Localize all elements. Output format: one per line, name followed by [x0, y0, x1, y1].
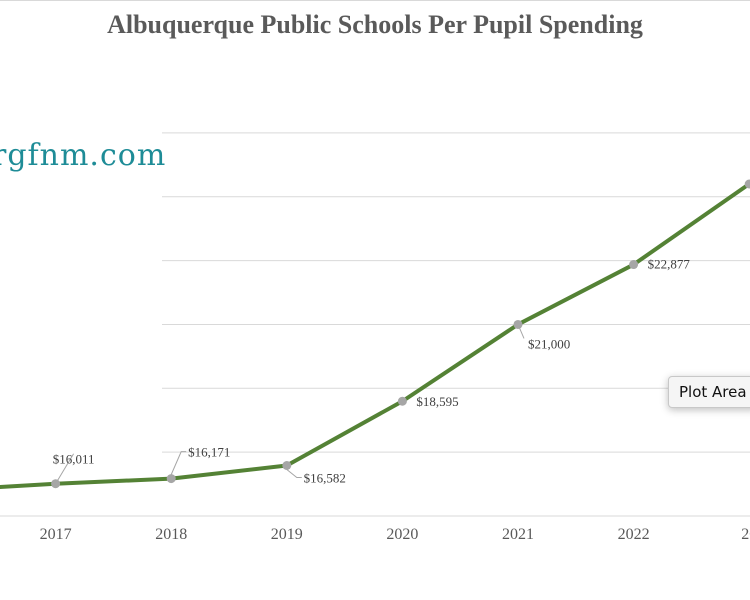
series-line	[0, 182, 750, 489]
data-point	[744, 179, 750, 189]
x-tick-label: 2022	[618, 526, 650, 543]
top-border	[0, 0, 750, 5]
data-label: $18,595	[416, 394, 458, 409]
x-tick-label: 2018	[155, 526, 187, 543]
data-point	[397, 396, 407, 406]
data-label: $16,582	[304, 470, 346, 485]
x-tick-label: 20	[741, 526, 750, 543]
chart-title: Albuquerque Public Schools Per Pupil Spe…	[107, 10, 643, 39]
data-point	[166, 474, 176, 484]
x-tick-label: 2020	[386, 526, 418, 543]
x-tick-label: 2017	[40, 526, 72, 543]
data-label: $16,171	[188, 445, 230, 460]
data-point	[282, 460, 292, 470]
x-tick-label: 2021	[502, 526, 534, 543]
leader-line	[517, 324, 525, 339]
data-label: $21,000	[528, 336, 570, 351]
data-point	[629, 260, 639, 270]
data-label: $22,877	[648, 257, 691, 272]
data-label: $16,011	[53, 452, 95, 467]
watermark-text: rgfnm.com	[0, 138, 167, 173]
x-tick-label: 2019	[271, 526, 303, 543]
plot-area-tooltip: Plot Area	[668, 376, 750, 408]
leader-line	[170, 451, 187, 475]
leader-line	[286, 469, 302, 478]
leader-line	[55, 453, 75, 484]
